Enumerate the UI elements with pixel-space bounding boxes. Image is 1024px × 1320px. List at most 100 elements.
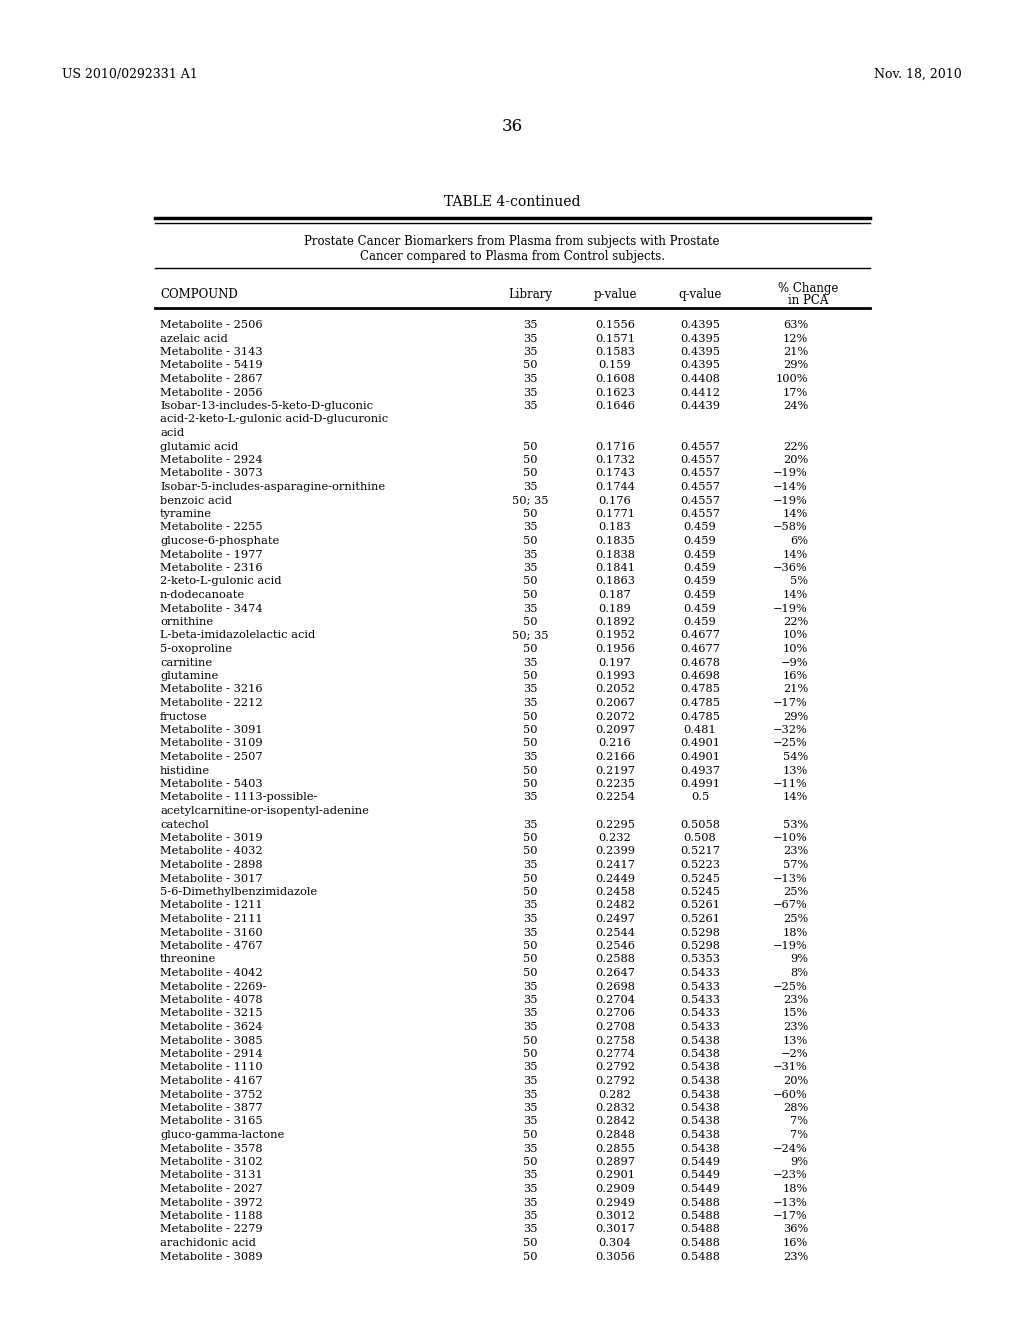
Text: catechol: catechol — [160, 820, 209, 829]
Text: 35: 35 — [522, 1063, 538, 1072]
Text: 0.2842: 0.2842 — [595, 1117, 635, 1126]
Text: Metabolite - 2924: Metabolite - 2924 — [160, 455, 262, 465]
Text: 21%: 21% — [782, 347, 808, 356]
Text: 10%: 10% — [782, 644, 808, 653]
Text: 9%: 9% — [790, 1158, 808, 1167]
Text: L-beta-imidazolelactic acid: L-beta-imidazolelactic acid — [160, 631, 315, 640]
Text: fructose: fructose — [160, 711, 208, 722]
Text: 0.459: 0.459 — [684, 616, 717, 627]
Text: 35: 35 — [522, 1076, 538, 1086]
Text: 0.4395: 0.4395 — [680, 334, 720, 343]
Text: tyramine: tyramine — [160, 510, 212, 519]
Text: 0.4557: 0.4557 — [680, 510, 720, 519]
Text: Metabolite - 5419: Metabolite - 5419 — [160, 360, 262, 371]
Text: Prostate Cancer Biomarkers from Plasma from subjects with Prostate: Prostate Cancer Biomarkers from Plasma f… — [304, 235, 720, 248]
Text: 0.4901: 0.4901 — [680, 752, 720, 762]
Text: 0.2792: 0.2792 — [595, 1076, 635, 1086]
Text: 0.4901: 0.4901 — [680, 738, 720, 748]
Text: 35: 35 — [522, 1184, 538, 1195]
Text: acid-2-keto-L-gulonic acid-D-glucuronic: acid-2-keto-L-gulonic acid-D-glucuronic — [160, 414, 388, 425]
Text: 0.2792: 0.2792 — [595, 1063, 635, 1072]
Text: Metabolite - 3091: Metabolite - 3091 — [160, 725, 262, 735]
Text: Cancer compared to Plasma from Control subjects.: Cancer compared to Plasma from Control s… — [359, 249, 665, 263]
Text: n-dodecanoate: n-dodecanoate — [160, 590, 245, 601]
Text: 50: 50 — [522, 766, 538, 776]
Text: 50: 50 — [522, 455, 538, 465]
Text: 50: 50 — [522, 577, 538, 586]
Text: 8%: 8% — [790, 968, 808, 978]
Text: TABLE 4-continued: TABLE 4-continued — [443, 195, 581, 209]
Text: 22%: 22% — [782, 616, 808, 627]
Text: −14%: −14% — [773, 482, 808, 492]
Text: 14%: 14% — [782, 792, 808, 803]
Text: −17%: −17% — [773, 698, 808, 708]
Text: 14%: 14% — [782, 510, 808, 519]
Text: 0.1556: 0.1556 — [595, 319, 635, 330]
Text: 0.4785: 0.4785 — [680, 698, 720, 708]
Text: 35: 35 — [522, 401, 538, 411]
Text: 0.508: 0.508 — [684, 833, 717, 843]
Text: Metabolite - 3877: Metabolite - 3877 — [160, 1104, 262, 1113]
Text: 0.2166: 0.2166 — [595, 752, 635, 762]
Text: 0.4412: 0.4412 — [680, 388, 720, 397]
Text: 18%: 18% — [782, 1184, 808, 1195]
Text: 0.2197: 0.2197 — [595, 766, 635, 776]
Text: Metabolite - 2898: Metabolite - 2898 — [160, 861, 262, 870]
Text: 0.1952: 0.1952 — [595, 631, 635, 640]
Text: 35: 35 — [522, 347, 538, 356]
Text: 35: 35 — [522, 900, 538, 911]
Text: 0.4698: 0.4698 — [680, 671, 720, 681]
Text: 17%: 17% — [782, 388, 808, 397]
Text: 7%: 7% — [790, 1130, 808, 1140]
Text: 0.197: 0.197 — [599, 657, 632, 668]
Text: 50: 50 — [522, 874, 538, 883]
Text: 0.4408: 0.4408 — [680, 374, 720, 384]
Text: Metabolite - 3624: Metabolite - 3624 — [160, 1022, 262, 1032]
Text: 35: 35 — [522, 1171, 538, 1180]
Text: 0.2097: 0.2097 — [595, 725, 635, 735]
Text: 35: 35 — [522, 913, 538, 924]
Text: 50: 50 — [522, 1049, 538, 1059]
Text: Metabolite - 3143: Metabolite - 3143 — [160, 347, 262, 356]
Text: 0.5: 0.5 — [691, 792, 710, 803]
Text: 0.2708: 0.2708 — [595, 1022, 635, 1032]
Text: 50: 50 — [522, 846, 538, 857]
Text: 0.2546: 0.2546 — [595, 941, 635, 950]
Text: % Change: % Change — [778, 282, 839, 294]
Text: 0.2235: 0.2235 — [595, 779, 635, 789]
Text: benzoic acid: benzoic acid — [160, 495, 232, 506]
Text: 0.2417: 0.2417 — [595, 861, 635, 870]
Text: threonine: threonine — [160, 954, 216, 965]
Text: 0.4439: 0.4439 — [680, 401, 720, 411]
Text: 0.4557: 0.4557 — [680, 482, 720, 492]
Text: Metabolite - 4042: Metabolite - 4042 — [160, 968, 262, 978]
Text: 35: 35 — [522, 1143, 538, 1154]
Text: 0.5438: 0.5438 — [680, 1117, 720, 1126]
Text: 35: 35 — [522, 792, 538, 803]
Text: 0.5449: 0.5449 — [680, 1158, 720, 1167]
Text: 0.159: 0.159 — [599, 360, 632, 371]
Text: 0.5245: 0.5245 — [680, 887, 720, 898]
Text: −11%: −11% — [773, 779, 808, 789]
Text: 50: 50 — [522, 441, 538, 451]
Text: −67%: −67% — [773, 900, 808, 911]
Text: 16%: 16% — [782, 671, 808, 681]
Text: Metabolite - 4767: Metabolite - 4767 — [160, 941, 262, 950]
Text: 13%: 13% — [782, 766, 808, 776]
Text: 35: 35 — [522, 334, 538, 343]
Text: Metabolite - 2279: Metabolite - 2279 — [160, 1225, 262, 1234]
Text: Metabolite - 2212: Metabolite - 2212 — [160, 698, 262, 708]
Text: 0.1863: 0.1863 — [595, 577, 635, 586]
Text: p-value: p-value — [593, 288, 637, 301]
Text: 0.2698: 0.2698 — [595, 982, 635, 991]
Text: Metabolite - 1977: Metabolite - 1977 — [160, 549, 262, 560]
Text: 0.5223: 0.5223 — [680, 861, 720, 870]
Text: 23%: 23% — [782, 1251, 808, 1262]
Text: 36%: 36% — [782, 1225, 808, 1234]
Text: 35: 35 — [522, 319, 538, 330]
Text: 0.4991: 0.4991 — [680, 779, 720, 789]
Text: −17%: −17% — [773, 1210, 808, 1221]
Text: 35: 35 — [522, 603, 538, 614]
Text: Metabolite - 3752: Metabolite - 3752 — [160, 1089, 262, 1100]
Text: 0.1771: 0.1771 — [595, 510, 635, 519]
